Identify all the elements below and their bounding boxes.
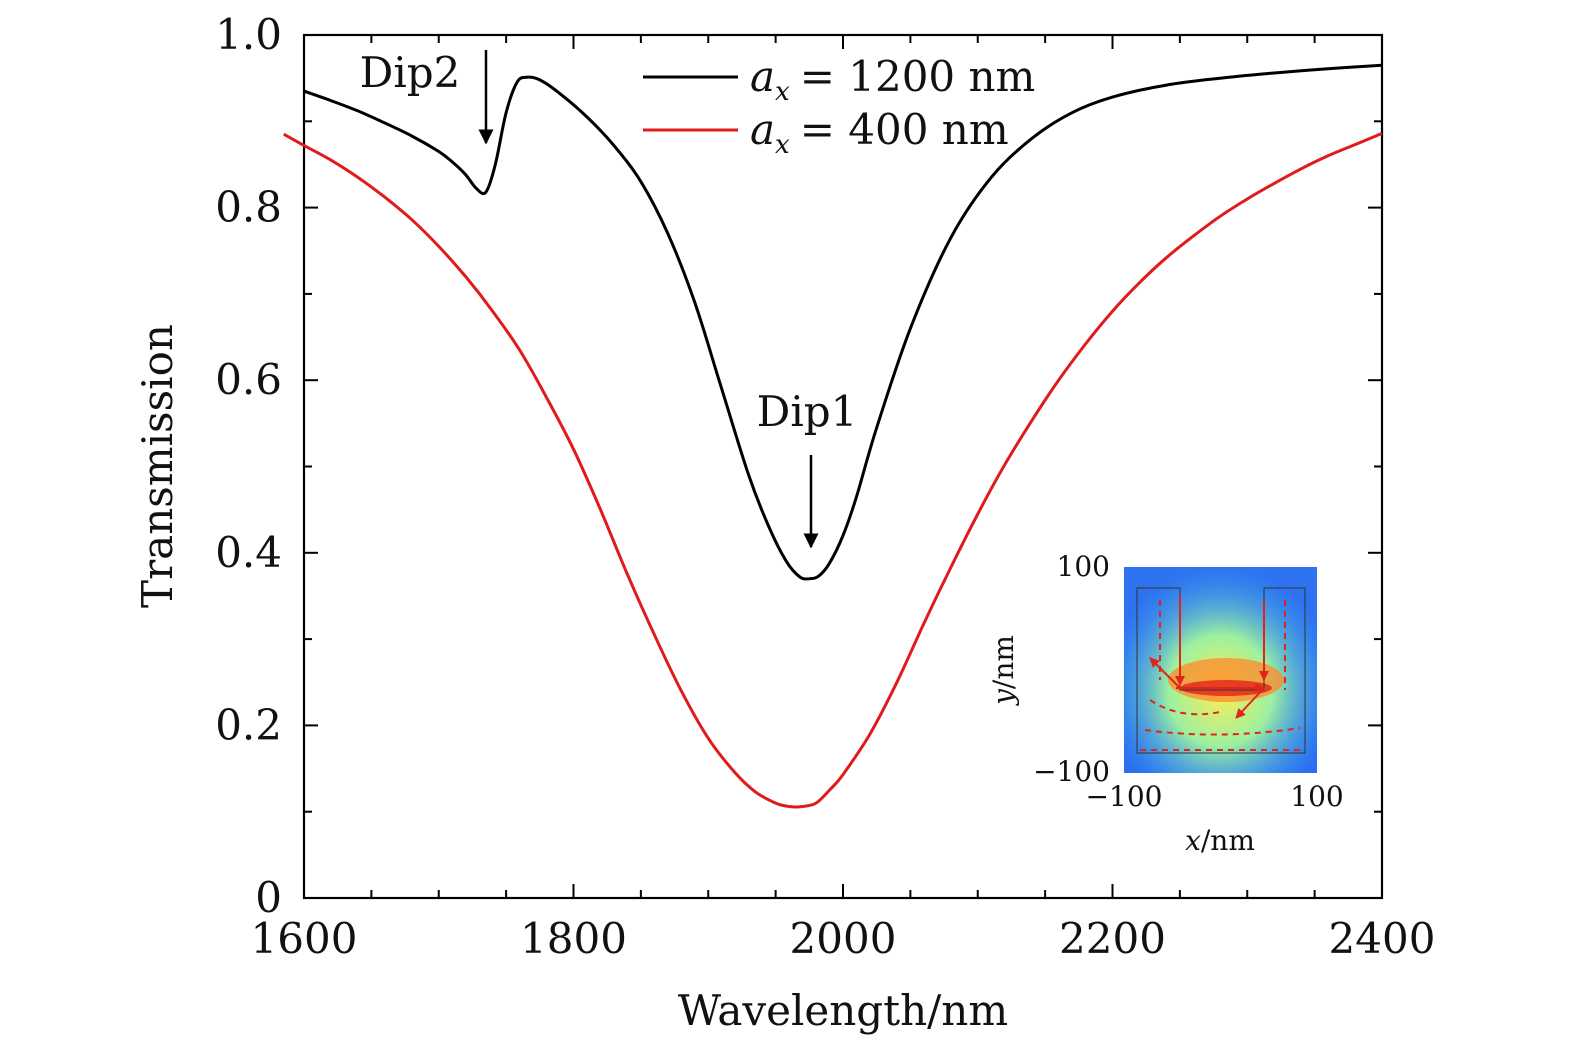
x-axis-label: Wavelength/nm [678, 986, 1008, 1035]
inset-arrow-3 [1235, 687, 1265, 719]
annotation-dip2-label: Dip2 [360, 48, 461, 97]
y-tick-label: 1.0 [215, 10, 282, 59]
legend: ax = 1200 nm ax = 400 nm [643, 52, 1035, 160]
series-line-ax-400nm [283, 132, 1383, 809]
x-tick-label: 1800 [520, 914, 627, 963]
x-tick-label: 2200 [1059, 914, 1166, 963]
inset-current-arrows [1140, 595, 1301, 751]
y-tick-label: 0.2 [215, 700, 282, 749]
x-tick-label: 2400 [1329, 914, 1436, 963]
inset-field-map: 100 −100 −100 100 x/nm y/nm [987, 550, 1344, 857]
inset-y-axis-label: y/nm [987, 635, 1020, 707]
x-tick-label: 2000 [790, 914, 897, 963]
inset-x-axis-label: x/nm [1185, 824, 1255, 857]
y-tick-label: 0.6 [215, 355, 282, 404]
inset-arrow-4 [1149, 657, 1181, 689]
y-tick-label: 0 [255, 873, 282, 922]
annotation-dip1-label: Dip1 [757, 387, 858, 436]
inset-y-tick-top: 100 [1057, 550, 1110, 583]
legend-label-ax-1200nm: ax = 1200 nm [750, 52, 1035, 107]
inset-arrow-6 [1149, 699, 1221, 716]
y-tick-label: 0.8 [215, 183, 282, 232]
annotation-dip1: Dip1 [757, 387, 858, 549]
inset-x-tick-right: 100 [1290, 780, 1343, 813]
y-axis-label: Transmission [133, 324, 182, 608]
inset-x-tick-left: −100 [1086, 780, 1163, 813]
inset-arrow-7 [1144, 727, 1301, 736]
annotation-dip2: Dip2 [360, 48, 494, 145]
x-tick-label: 1600 [251, 914, 358, 963]
axis-ticks [303, 34, 1383, 899]
legend-label-ax-400nm: ax = 400 nm [750, 105, 1009, 160]
series-line-ax-1200nm [304, 63, 1382, 581]
y-tick-label: 0.4 [215, 528, 282, 577]
axis-tick-labels: 1600 1800 2000 2200 2400 0 0.2 0.4 0.6 0.8 1.0 [215, 10, 1435, 963]
inset-y-tick-bottom: −100 [1033, 755, 1110, 788]
